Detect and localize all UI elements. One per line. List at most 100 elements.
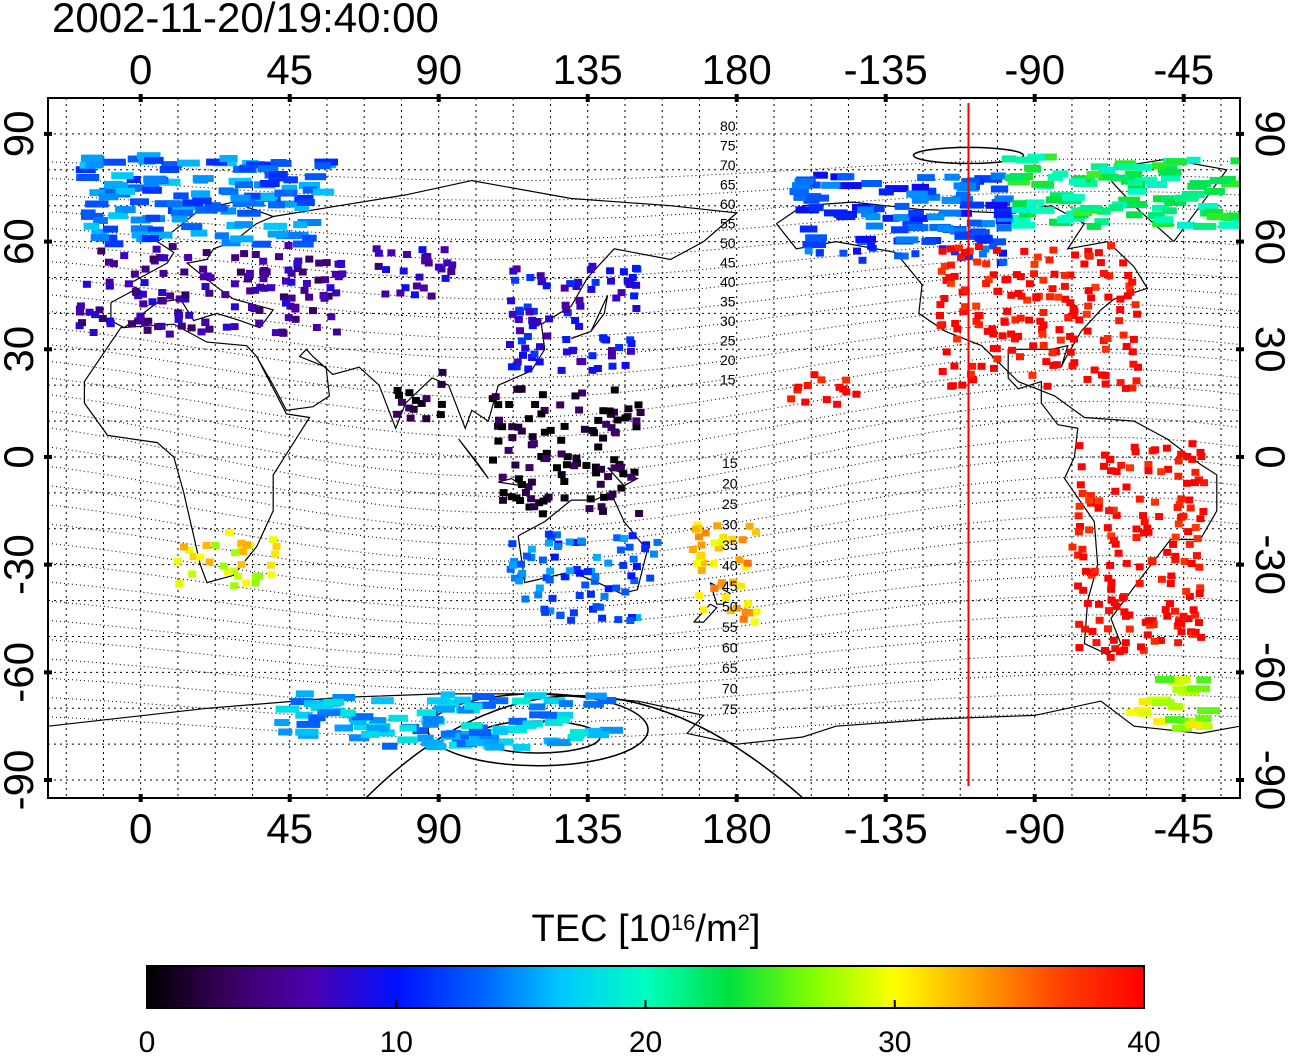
tec-point: [1131, 301, 1140, 309]
tec-point: [515, 306, 524, 314]
tec-point: [148, 298, 157, 306]
tec-point: [1174, 618, 1183, 626]
tec-point: [298, 181, 321, 189]
tec-point: [808, 204, 824, 212]
colorbar-tick-label: 20: [629, 1026, 662, 1057]
contour-label: 30: [722, 517, 738, 533]
tec-point: [900, 252, 909, 260]
tec-point: [85, 308, 94, 316]
tec-point: [571, 539, 580, 546]
tec-point: [842, 388, 851, 396]
contour-label: 20: [720, 352, 736, 368]
tec-point: [1024, 199, 1045, 207]
tec-point: [507, 297, 516, 305]
tec-point: [1190, 479, 1199, 487]
tec-point: [941, 197, 961, 204]
contour-label: 20: [722, 476, 738, 492]
tec-point: [739, 615, 748, 623]
tec-point: [593, 365, 602, 372]
tec-point: [709, 560, 718, 568]
tec-point: [1226, 212, 1240, 220]
tec-point: [606, 493, 615, 501]
tec-point: [1126, 201, 1148, 208]
tec-point: [627, 473, 636, 481]
tec-point: [477, 738, 500, 746]
tec-point: [513, 385, 522, 393]
tec-point: [1191, 628, 1200, 636]
tec-point: [412, 727, 428, 735]
tec-point: [284, 314, 293, 322]
tec-point: [1166, 158, 1187, 166]
tec-point: [382, 266, 390, 274]
tec-point: [1092, 639, 1101, 647]
tec-point: [738, 536, 747, 544]
tec-point: [334, 260, 343, 268]
tec-point: [536, 343, 544, 351]
tec-point: [1039, 276, 1048, 284]
tec-point: [533, 318, 542, 325]
tec-point: [616, 463, 625, 471]
tec-point: [985, 201, 1008, 209]
tec-point: [1086, 492, 1095, 500]
tec-point: [695, 533, 703, 541]
tec-point: [1200, 479, 1208, 487]
tec-point: [1109, 636, 1118, 644]
tec-point: [440, 691, 456, 699]
tec-point: [427, 292, 436, 300]
tec-point: [1171, 724, 1192, 732]
tec-point: [1109, 174, 1134, 182]
tec-point: [1164, 465, 1173, 473]
tec-point: [612, 584, 621, 592]
tec-point: [540, 428, 549, 436]
tec-point: [272, 542, 281, 550]
tec-point: [508, 540, 517, 548]
tec-point: [602, 420, 611, 428]
tec-point: [421, 253, 430, 261]
colorbar-tick-label: 0: [139, 1026, 156, 1057]
tec-point: [154, 200, 175, 208]
contour-label: 75: [722, 701, 738, 717]
tec-point: [302, 280, 311, 287]
tec-point: [688, 546, 697, 553]
tec-point: [906, 190, 928, 198]
tec-point: [451, 734, 470, 742]
tec-point: [1199, 508, 1208, 515]
tec-point: [1107, 467, 1116, 475]
tec-point: [988, 325, 997, 333]
tec-point: [161, 161, 183, 169]
tec-point: [646, 574, 655, 582]
tec-point: [284, 231, 303, 239]
tec-point: [1206, 213, 1230, 220]
tec-point: [1232, 216, 1240, 224]
tec-point: [403, 251, 411, 258]
tec-point: [1123, 292, 1132, 300]
tec-point: [538, 510, 547, 518]
tec-point: [633, 614, 642, 622]
tec-point: [1114, 549, 1123, 557]
tec-point: [1173, 503, 1182, 511]
tec-point: [1154, 216, 1174, 224]
tec-point: [1197, 633, 1206, 641]
tec-point: [1082, 567, 1090, 575]
tec-point: [608, 362, 617, 370]
tec-point: [527, 478, 536, 486]
tec-point: [835, 383, 844, 391]
tec-point: [173, 192, 189, 200]
tec-point: [495, 416, 503, 424]
contour-line: [48, 320, 1240, 379]
tec-point: [1144, 467, 1153, 475]
tec-point: [1135, 579, 1144, 587]
tec-point: [1191, 468, 1200, 476]
tec-point: [142, 186, 162, 194]
tec-point: [570, 462, 579, 470]
tec-point: [1177, 628, 1186, 636]
tec-point: [1078, 490, 1087, 497]
tec-point: [166, 200, 182, 208]
tec-point: [799, 225, 818, 233]
tec-point: [1069, 312, 1078, 319]
tec-point: [201, 318, 210, 326]
tec-point: [1094, 504, 1103, 512]
tec-point: [172, 203, 196, 211]
tec-point: [256, 283, 265, 291]
tec-point: [1189, 180, 1212, 188]
